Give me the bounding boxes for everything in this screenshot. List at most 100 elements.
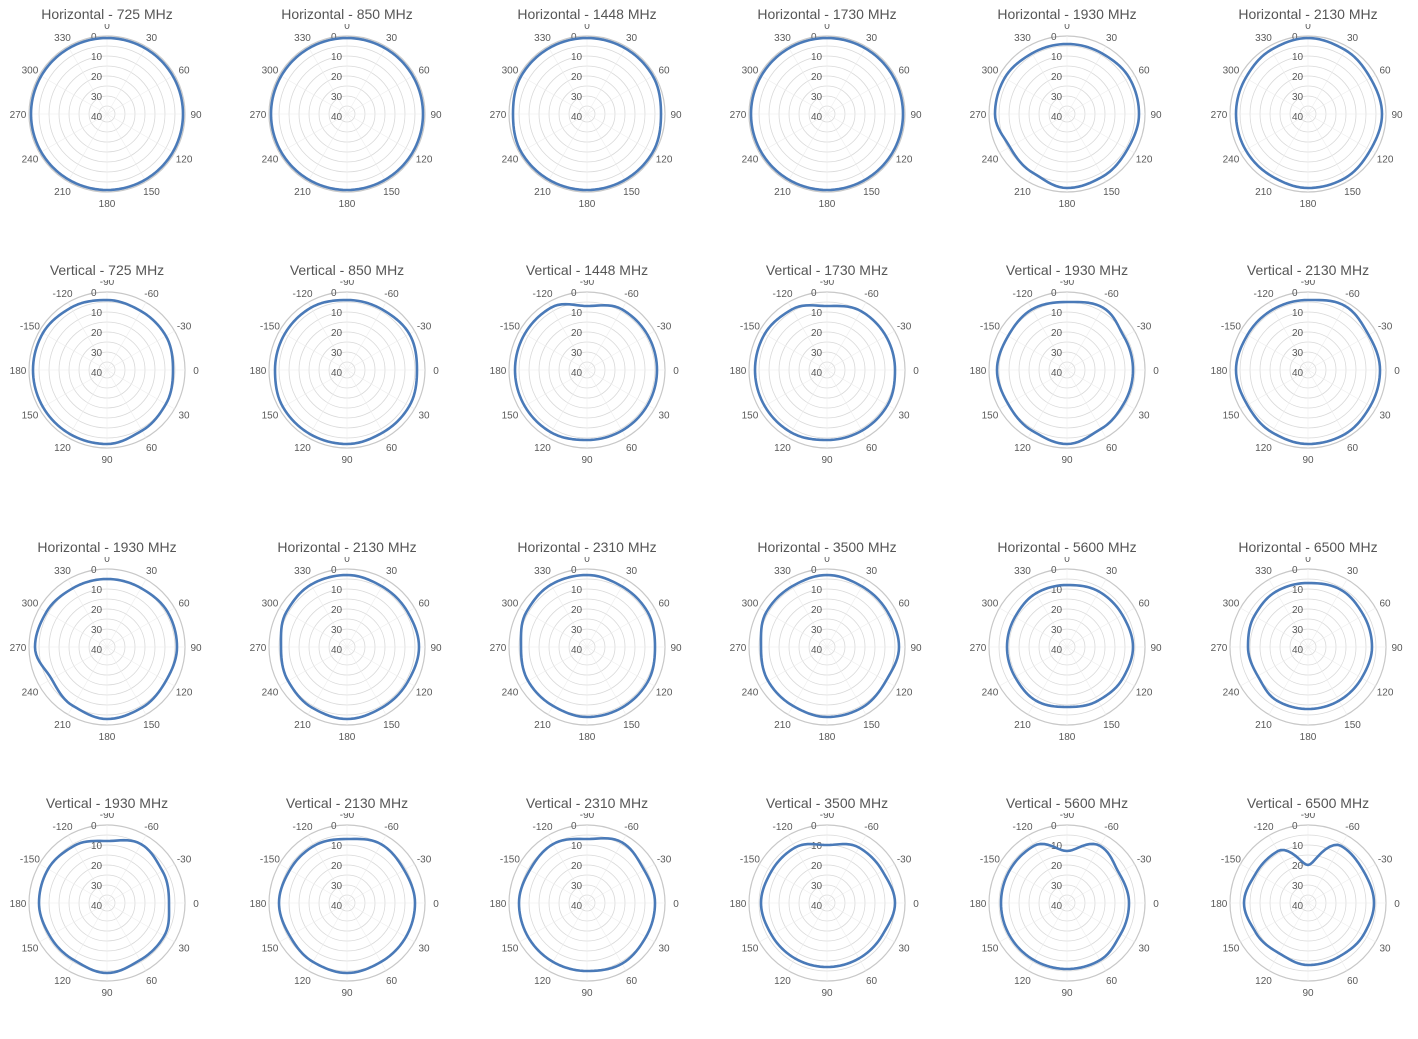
angle-tick-label: -150 — [20, 322, 40, 333]
angle-tick-label: 150 — [623, 720, 640, 731]
angle-tick-label: 300 — [502, 66, 519, 77]
chart-title: Horizontal - 6500 MHz — [1238, 539, 1378, 555]
angle-tick-label: 270 — [970, 643, 987, 654]
grid-spoke — [1066, 863, 1135, 904]
angle-tick-label: -90 — [820, 813, 835, 821]
angle-tick-label: 150 — [1344, 720, 1361, 731]
grid-spoke — [346, 646, 415, 687]
angle-tick-label: 90 — [430, 643, 442, 654]
grid-spoke — [346, 302, 387, 371]
grid-spoke — [586, 646, 627, 715]
pattern-series-line — [749, 36, 905, 192]
angle-tick-label: 210 — [774, 187, 791, 198]
angle-tick-label: 90 — [1391, 643, 1403, 654]
angle-tick-label: 0 — [913, 899, 919, 910]
angle-tick-label: 270 — [1211, 643, 1228, 654]
polar-chart: Vertical - 2310 MHz 0 10 20 30 40 -90 -60 -30 0 30… — [467, 789, 707, 1039]
angle-tick-label: 270 — [250, 643, 267, 654]
chart-title: Horizontal - 1448 MHz — [517, 6, 657, 22]
grid-spoke — [519, 369, 588, 410]
pattern-series-line — [1234, 298, 1382, 446]
angle-tick-label: 60 — [866, 976, 878, 987]
grid-spoke — [1066, 74, 1135, 115]
angle-tick-label: -60 — [624, 822, 639, 833]
polar-chart: Vertical - 850 MHz 0 10 20 30 40 -90 -60 -30 0 30 6… — [227, 256, 467, 506]
grid-spoke — [39, 607, 108, 648]
angle-tick-label: 180 — [339, 199, 356, 210]
angle-tick-label: 150 — [1223, 944, 1240, 955]
angle-tick-label: 90 — [1302, 988, 1314, 999]
angle-tick-label: 90 — [1150, 110, 1162, 121]
chart-title: Horizontal - 850 MHz — [281, 6, 413, 22]
grid-spoke — [1307, 330, 1376, 371]
angle-tick-label: -60 — [1104, 822, 1119, 833]
angle-tick-label: -90 — [1060, 813, 1075, 821]
radial-tick-label: 20 — [91, 605, 103, 616]
grid-spoke — [519, 646, 588, 687]
radial-tick-label: 30 — [1051, 348, 1063, 359]
radial-tick-label: 10 — [1292, 308, 1304, 319]
grid-spoke — [307, 646, 348, 715]
grid-spoke — [1240, 902, 1309, 943]
angle-tick-label: -30 — [1378, 322, 1393, 333]
radial-tick-label: 0 — [1051, 821, 1057, 832]
grid-spoke — [346, 902, 387, 971]
pattern-series-line — [993, 42, 1141, 190]
angle-tick-label: 180 — [1211, 366, 1228, 377]
angle-tick-label: 150 — [863, 720, 880, 731]
grid-spoke — [826, 74, 895, 115]
radial-tick-label: 20 — [811, 861, 823, 872]
radial-tick-label: 20 — [1292, 861, 1304, 872]
grid-spoke — [106, 369, 175, 410]
polar-plot: 0 10 20 30 40 0 30 60 90 120 150 180 210 240 270 300 330 — [490, 24, 682, 210]
angle-tick-label: 0 — [1394, 899, 1400, 910]
angle-tick-label: 150 — [982, 411, 999, 422]
polar-chart: Horizontal - 1730 MHz 0 10 20 30 40 0 30 60 90 120… — [707, 0, 947, 250]
angle-tick-label: -90 — [820, 280, 835, 288]
angle-tick-label: 60 — [179, 599, 191, 610]
angle-tick-label: 240 — [982, 155, 999, 166]
grid-spoke — [307, 113, 348, 182]
grid-spoke — [519, 607, 588, 648]
polar-plot: 0 10 20 30 40 0 30 60 90 120 150 180 210 240 270 300 330 — [250, 557, 442, 743]
angle-tick-label: 150 — [742, 944, 759, 955]
grid-spoke — [346, 646, 387, 715]
angle-tick-label: 240 — [982, 688, 999, 699]
grid-spoke — [547, 369, 588, 438]
chart-title: Vertical - 1930 MHz — [1005, 262, 1129, 278]
radial-tick-label: 40 — [331, 112, 343, 123]
grid-spoke — [1268, 302, 1309, 371]
radial-tick-label: 40 — [1051, 112, 1063, 123]
radial-tick-label: 40 — [1292, 901, 1304, 912]
polar-plot: 0 10 20 30 40 -90 -60 -30 0 30 60 90 120 150 180 -150 -1… — [1211, 813, 1401, 999]
grid-spoke — [999, 330, 1068, 371]
radial-tick-label: 30 — [91, 625, 103, 636]
grid-spoke — [67, 46, 108, 115]
angle-tick-label: 120 — [294, 443, 311, 454]
grid-spoke — [1307, 74, 1376, 115]
polar-chart: Vertical - 2130 MHz 0 10 20 30 40 -90 -60 -30 0 30… — [227, 789, 467, 1039]
angle-tick-label: 210 — [1014, 187, 1031, 198]
angle-tick-label: 210 — [774, 720, 791, 731]
grid-spoke — [346, 902, 415, 943]
radial-tick-label: 40 — [91, 645, 103, 656]
angle-tick-label: 210 — [1255, 187, 1272, 198]
radial-tick-label: 10 — [1292, 52, 1304, 63]
grid-spoke — [39, 74, 108, 115]
angle-tick-label: 30 — [419, 411, 431, 422]
angle-tick-label: 210 — [1014, 720, 1031, 731]
angle-tick-label: -90 — [340, 280, 355, 288]
angle-tick-label: 120 — [1377, 155, 1394, 166]
angle-tick-label: -30 — [417, 855, 432, 866]
angle-tick-label: -90 — [1301, 813, 1316, 821]
grid-spoke — [1066, 113, 1107, 182]
radial-tick-label: 0 — [571, 821, 577, 832]
angle-tick-label: 330 — [774, 33, 791, 44]
grid-spoke — [1240, 330, 1309, 371]
angle-tick-label: 270 — [490, 110, 507, 121]
radial-tick-label: 10 — [811, 585, 823, 596]
polar-plot: 0 10 20 30 40 -90 -60 -30 0 30 60 90 120 150 180 -150 -1… — [10, 813, 200, 999]
grid-spoke — [279, 369, 348, 410]
angle-tick-label: -30 — [897, 855, 912, 866]
